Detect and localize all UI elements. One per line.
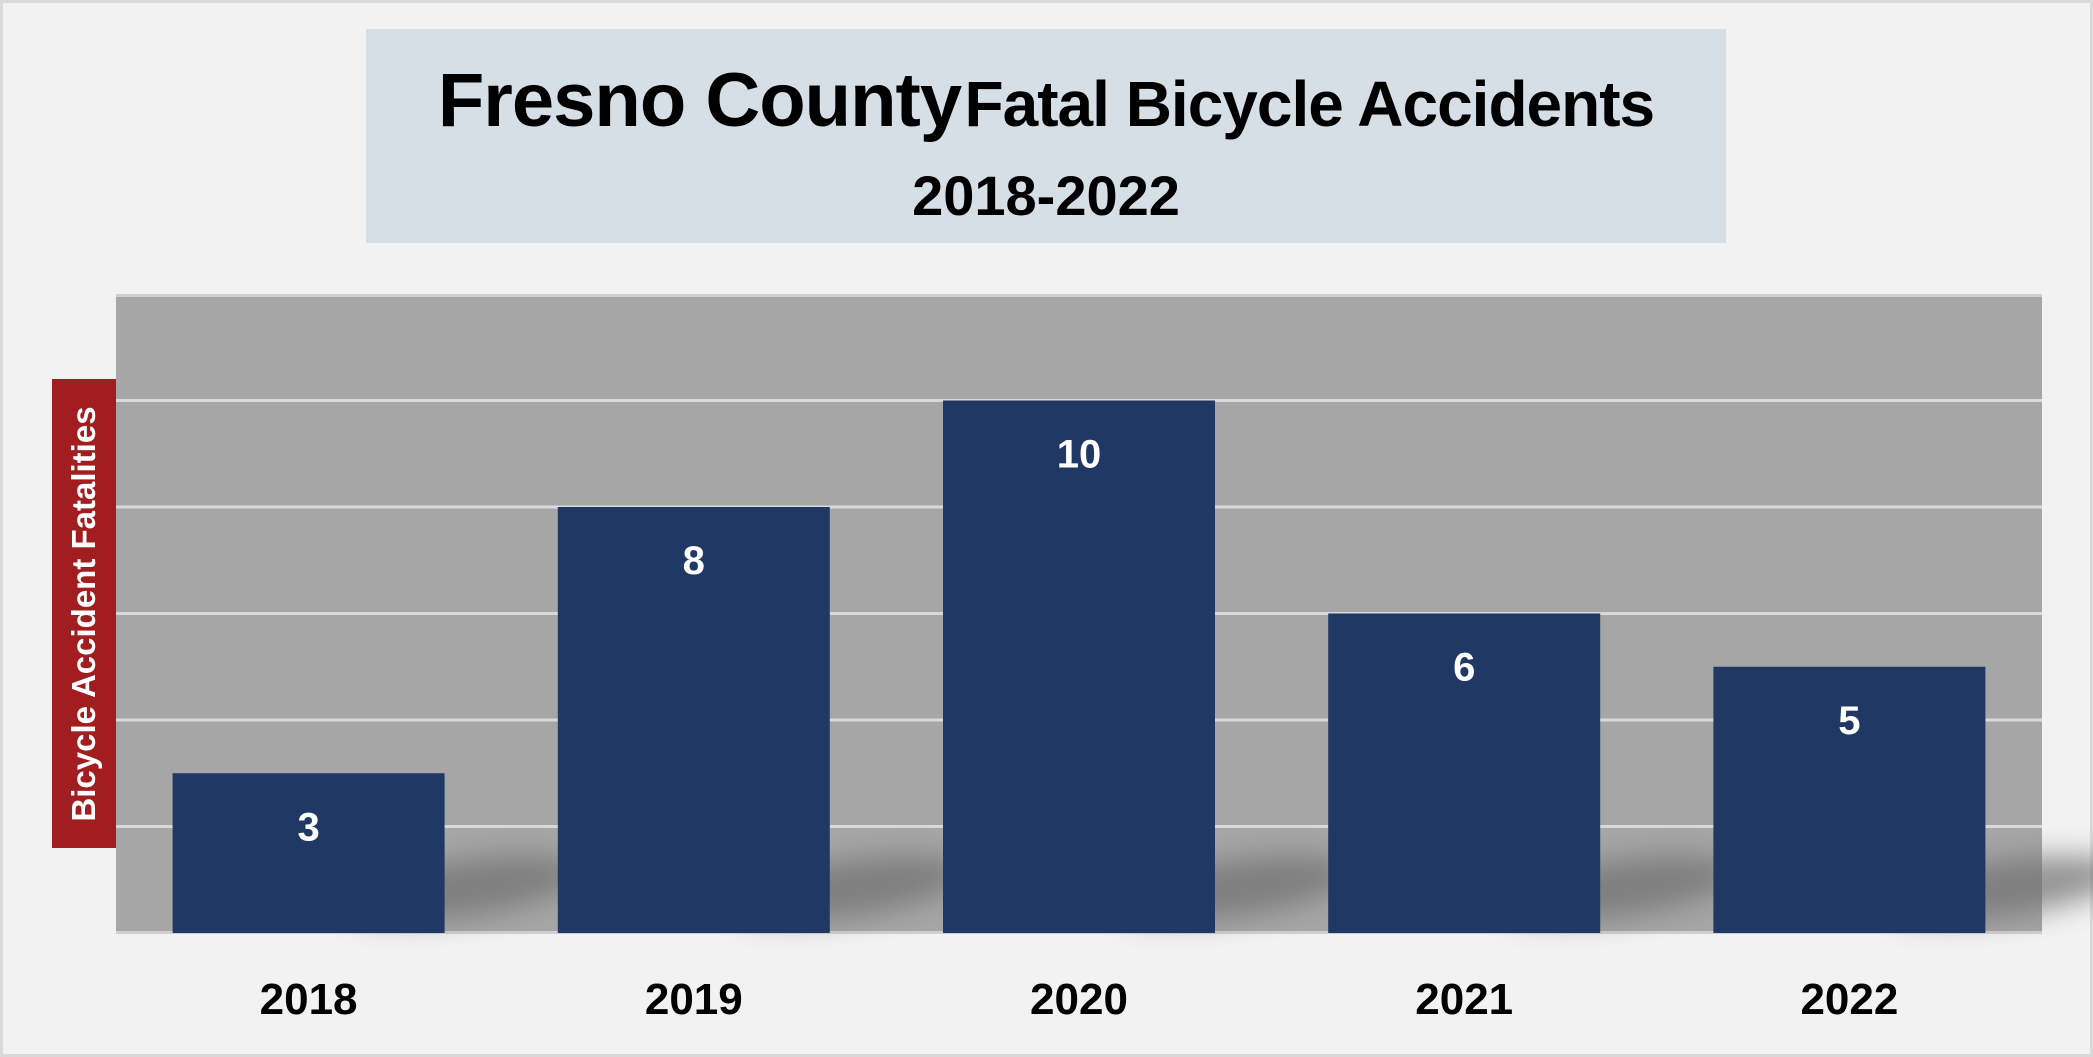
x-tick-label-2022: 2022 bbox=[1800, 975, 1898, 1024]
bar-2018 bbox=[172, 773, 445, 933]
data-label-2019: 8 bbox=[683, 539, 705, 583]
chart-title-part-1: Fresno County bbox=[437, 58, 962, 143]
bar-2019 bbox=[557, 507, 830, 933]
data-label-2020: 10 bbox=[1057, 433, 1102, 477]
chart-title: Fresno County Fatal Bicycle Accidents bbox=[366, 57, 1726, 144]
data-label-2022: 5 bbox=[1838, 699, 1860, 743]
chart-subtitle: 2018-2022 bbox=[912, 164, 1180, 227]
data-label-2021: 6 bbox=[1453, 646, 1475, 690]
x-tick-label-2019: 2019 bbox=[645, 975, 743, 1024]
chart-title-part-2: Fatal Bicycle Accidents bbox=[964, 68, 1656, 140]
y-axis-title-box: Bicycle Accident Fatalities bbox=[52, 379, 116, 848]
bar-2020 bbox=[943, 400, 1215, 933]
data-label-2018: 3 bbox=[297, 805, 319, 849]
bar-2022 bbox=[1713, 666, 1986, 933]
x-tick-label-2018: 2018 bbox=[260, 975, 358, 1024]
title-box: Fresno County Fatal Bicycle Accidents 20… bbox=[366, 29, 1726, 243]
bar-2021 bbox=[1328, 613, 1601, 933]
x-tick-label-2020: 2020 bbox=[1030, 975, 1128, 1024]
x-tick-label-2021: 2021 bbox=[1415, 975, 1513, 1024]
